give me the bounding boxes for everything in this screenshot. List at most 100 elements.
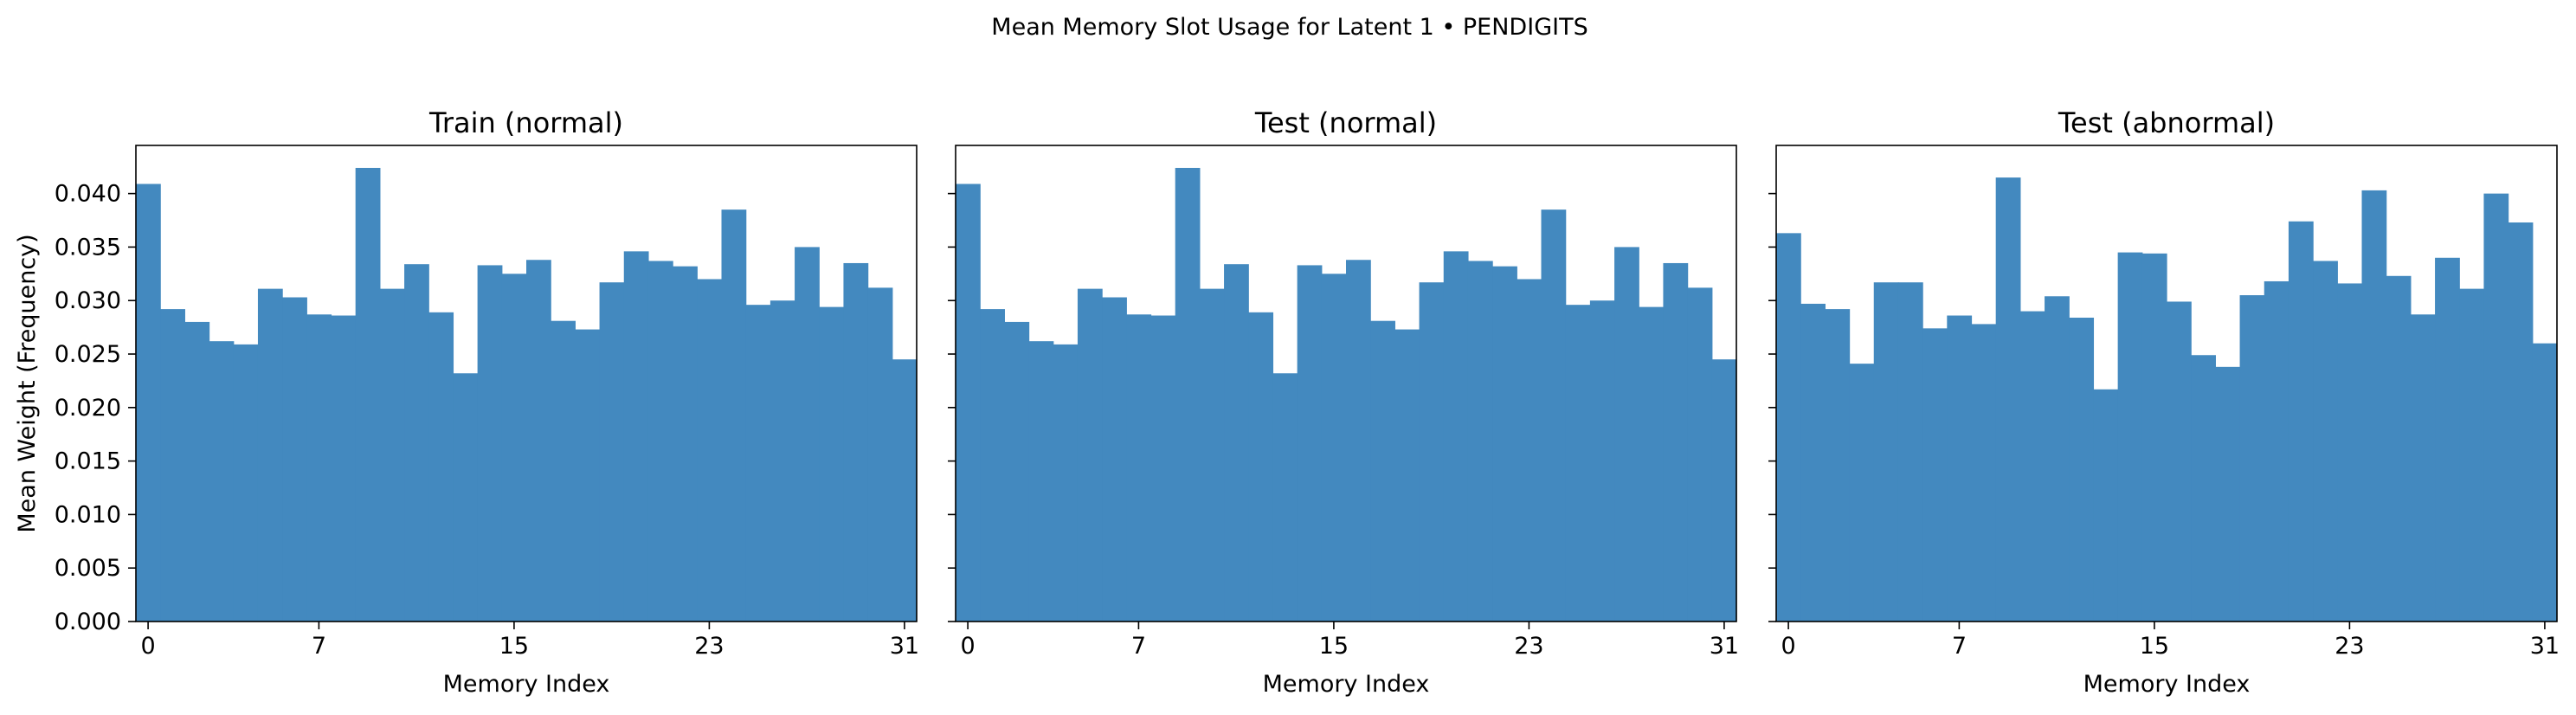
bar [501,274,527,622]
bar [1394,329,1420,622]
subplot-2: Test (normal) 0 7 15 23 31 Memory Index [948,106,1739,698]
bar [1687,287,1713,622]
bar [2167,301,2192,622]
bar [379,288,405,622]
x-tick-label: 15 [499,633,529,660]
bar [2337,283,2363,622]
bar [233,344,259,622]
figure-title: Mean Memory Slot Usage for Latent 1 • PE… [991,14,1587,41]
plot-frame [955,145,1737,622]
bar [2313,261,2338,622]
bar [770,300,795,622]
bar [1297,265,1323,622]
bar [1873,282,1899,622]
bar [1321,274,1347,622]
bar [1175,167,1201,622]
x-tick-label: 23 [1514,633,1543,660]
bar [1102,297,1127,622]
bar [1028,341,1054,622]
x-tick-label: 15 [1319,633,1349,660]
bar [1614,247,1639,622]
x-tick-label: 23 [694,633,724,660]
bar [1922,328,1948,622]
bar [2361,190,2387,622]
bar [282,297,307,622]
bar [673,266,698,622]
bar [257,288,283,622]
bar [1370,320,1395,622]
bar [331,315,357,622]
y-axis-label: Mean Weight (Frequency) [14,234,41,532]
bar [209,341,235,622]
x-tick-label: 0 [961,633,976,660]
bar [2069,317,2095,622]
x-tick-label: 0 [1781,633,1796,660]
bar [404,264,429,622]
subplot-3: Test (abnormal) 0 7 15 23 31 Memory Index [1768,106,2560,698]
bar [819,306,845,622]
bar [697,279,723,622]
bar [2215,366,2241,622]
y-tick-label: 0.035 [55,234,121,261]
bar [1541,209,1567,622]
bar [1248,312,1274,622]
x-tick-label: 0 [141,633,156,660]
bar [1053,344,1079,622]
bar [551,320,576,622]
x-tick-label: 31 [890,633,919,660]
subplot-1: Train (normal) 0 7 15 23 31 Memory Index 0.000 0… [55,106,919,698]
y-tick-label: 0.000 [55,609,121,635]
bar [795,247,820,622]
bar [2532,343,2558,622]
bar [956,184,981,622]
bar [1346,260,1371,622]
bar [1995,177,2021,622]
bar [980,309,1005,622]
bar [647,261,673,622]
bar [2019,311,2045,622]
bar [1199,288,1225,622]
bar [1224,264,1249,622]
bar [428,312,454,622]
bar [1971,324,1997,622]
bar [2435,257,2460,622]
bar [136,184,161,622]
x-tick-label: 15 [2140,633,2169,660]
bar [1776,233,1801,622]
bar [1443,251,1469,622]
x-axis-label: Memory Index [2083,671,2251,698]
bar [2045,296,2070,622]
bar [477,265,503,622]
y-tick-label: 0.005 [55,555,121,582]
bar [1077,288,1103,622]
x-axis-label: Memory Index [443,671,610,698]
bar [599,282,625,622]
bar [892,359,918,622]
bar [453,373,479,622]
bar [2141,253,2167,622]
bar [1663,262,1689,622]
bar [160,309,185,622]
bar [1825,309,1851,622]
bar [867,287,893,622]
subplots: Train (normal) 0 7 15 23 31 Memory Index 0.000 0… [55,106,2560,698]
bar [2288,221,2314,622]
bar [355,167,381,622]
y-tick-label: 0.015 [55,448,121,475]
subplot-title: Train (normal) [428,106,623,139]
y-tick-label: 0.010 [55,501,121,528]
bar [2459,288,2485,622]
bar [2264,280,2289,622]
bar [1419,282,1445,622]
y-tick-label: 0.040 [55,181,121,208]
bar [1849,364,1875,622]
plot-frame [1775,145,2558,622]
x-tick-label: 23 [2334,633,2364,660]
bar [623,251,649,622]
bar [575,329,601,622]
bar [2483,193,2509,622]
subplot-title: Test (abnormal) [2058,106,2275,139]
bar [1711,359,1737,622]
bar [1589,300,1615,622]
